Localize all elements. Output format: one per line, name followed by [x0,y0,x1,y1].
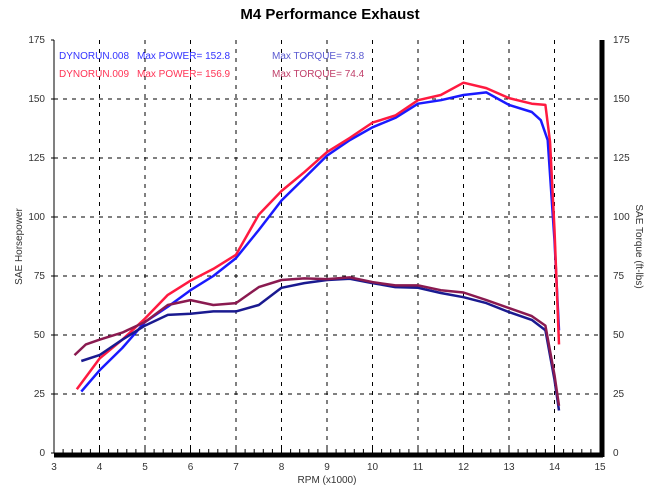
x-tick-label: 11 [413,462,424,473]
y-tick-label: 0 [39,448,45,459]
y-right-tick-label: 0 [613,448,619,459]
legend-max-power: Max POWER= 156.9 [137,69,231,80]
y-tick-label: 125 [28,153,45,164]
x-tick-label: 15 [594,462,606,473]
y-right-tick-label: 175 [613,35,630,46]
x-tick-label: 6 [188,462,194,473]
legend-max-power: Max POWER= 152.8 [137,51,231,62]
y-tick-label: 175 [28,35,45,46]
series-line-dynorun-008-power [80,91,561,393]
x-tick-label: 13 [503,462,515,473]
y-tick-label: 75 [34,271,46,282]
x-tick-label: 7 [233,462,239,473]
x-tick-label: 5 [142,462,148,473]
legend-max-torque: Max TORQUE= 73.8 [272,51,365,62]
series-line-dynorun-009-power [75,81,561,391]
chart-title: M4 Performance Exhaust [240,6,420,23]
legend-run: DYNORUN.009 [59,69,129,80]
legend-max-torque: Max TORQUE= 74.4 [272,69,365,80]
y-right-axis-label: SAE Torque (ft-lbs) [633,204,644,288]
y-tick-label: 25 [34,389,46,400]
x-axis-label: RPM (x1000) [298,475,357,486]
y-right-tick-label: 75 [613,271,625,282]
y-right-tick-label: 100 [613,212,630,223]
y-right-tick-label: 125 [613,153,630,164]
y-axis-label: SAE Horsepower [14,207,25,284]
x-tick-label: 12 [458,462,470,473]
x-tick-label: 8 [279,462,285,473]
x-tick-label: 10 [367,462,379,473]
x-tick-label: 4 [97,462,103,473]
y-right-tick-label: 50 [613,330,625,341]
y-tick-label: 50 [34,330,46,341]
y-tick-label: 150 [28,94,45,105]
x-tick-label: 3 [51,462,57,473]
y-tick-label: 100 [28,212,45,223]
x-tick-label: 14 [549,462,561,473]
y-right-tick-label: 25 [613,389,625,400]
series-line-dynorun-008-torque [80,277,561,411]
legend-run: DYNORUN.008 [59,51,129,62]
series-line-dynorun-009-torque [73,276,561,406]
x-tick-label: 9 [324,462,330,473]
y-right-tick-label: 150 [613,94,630,105]
